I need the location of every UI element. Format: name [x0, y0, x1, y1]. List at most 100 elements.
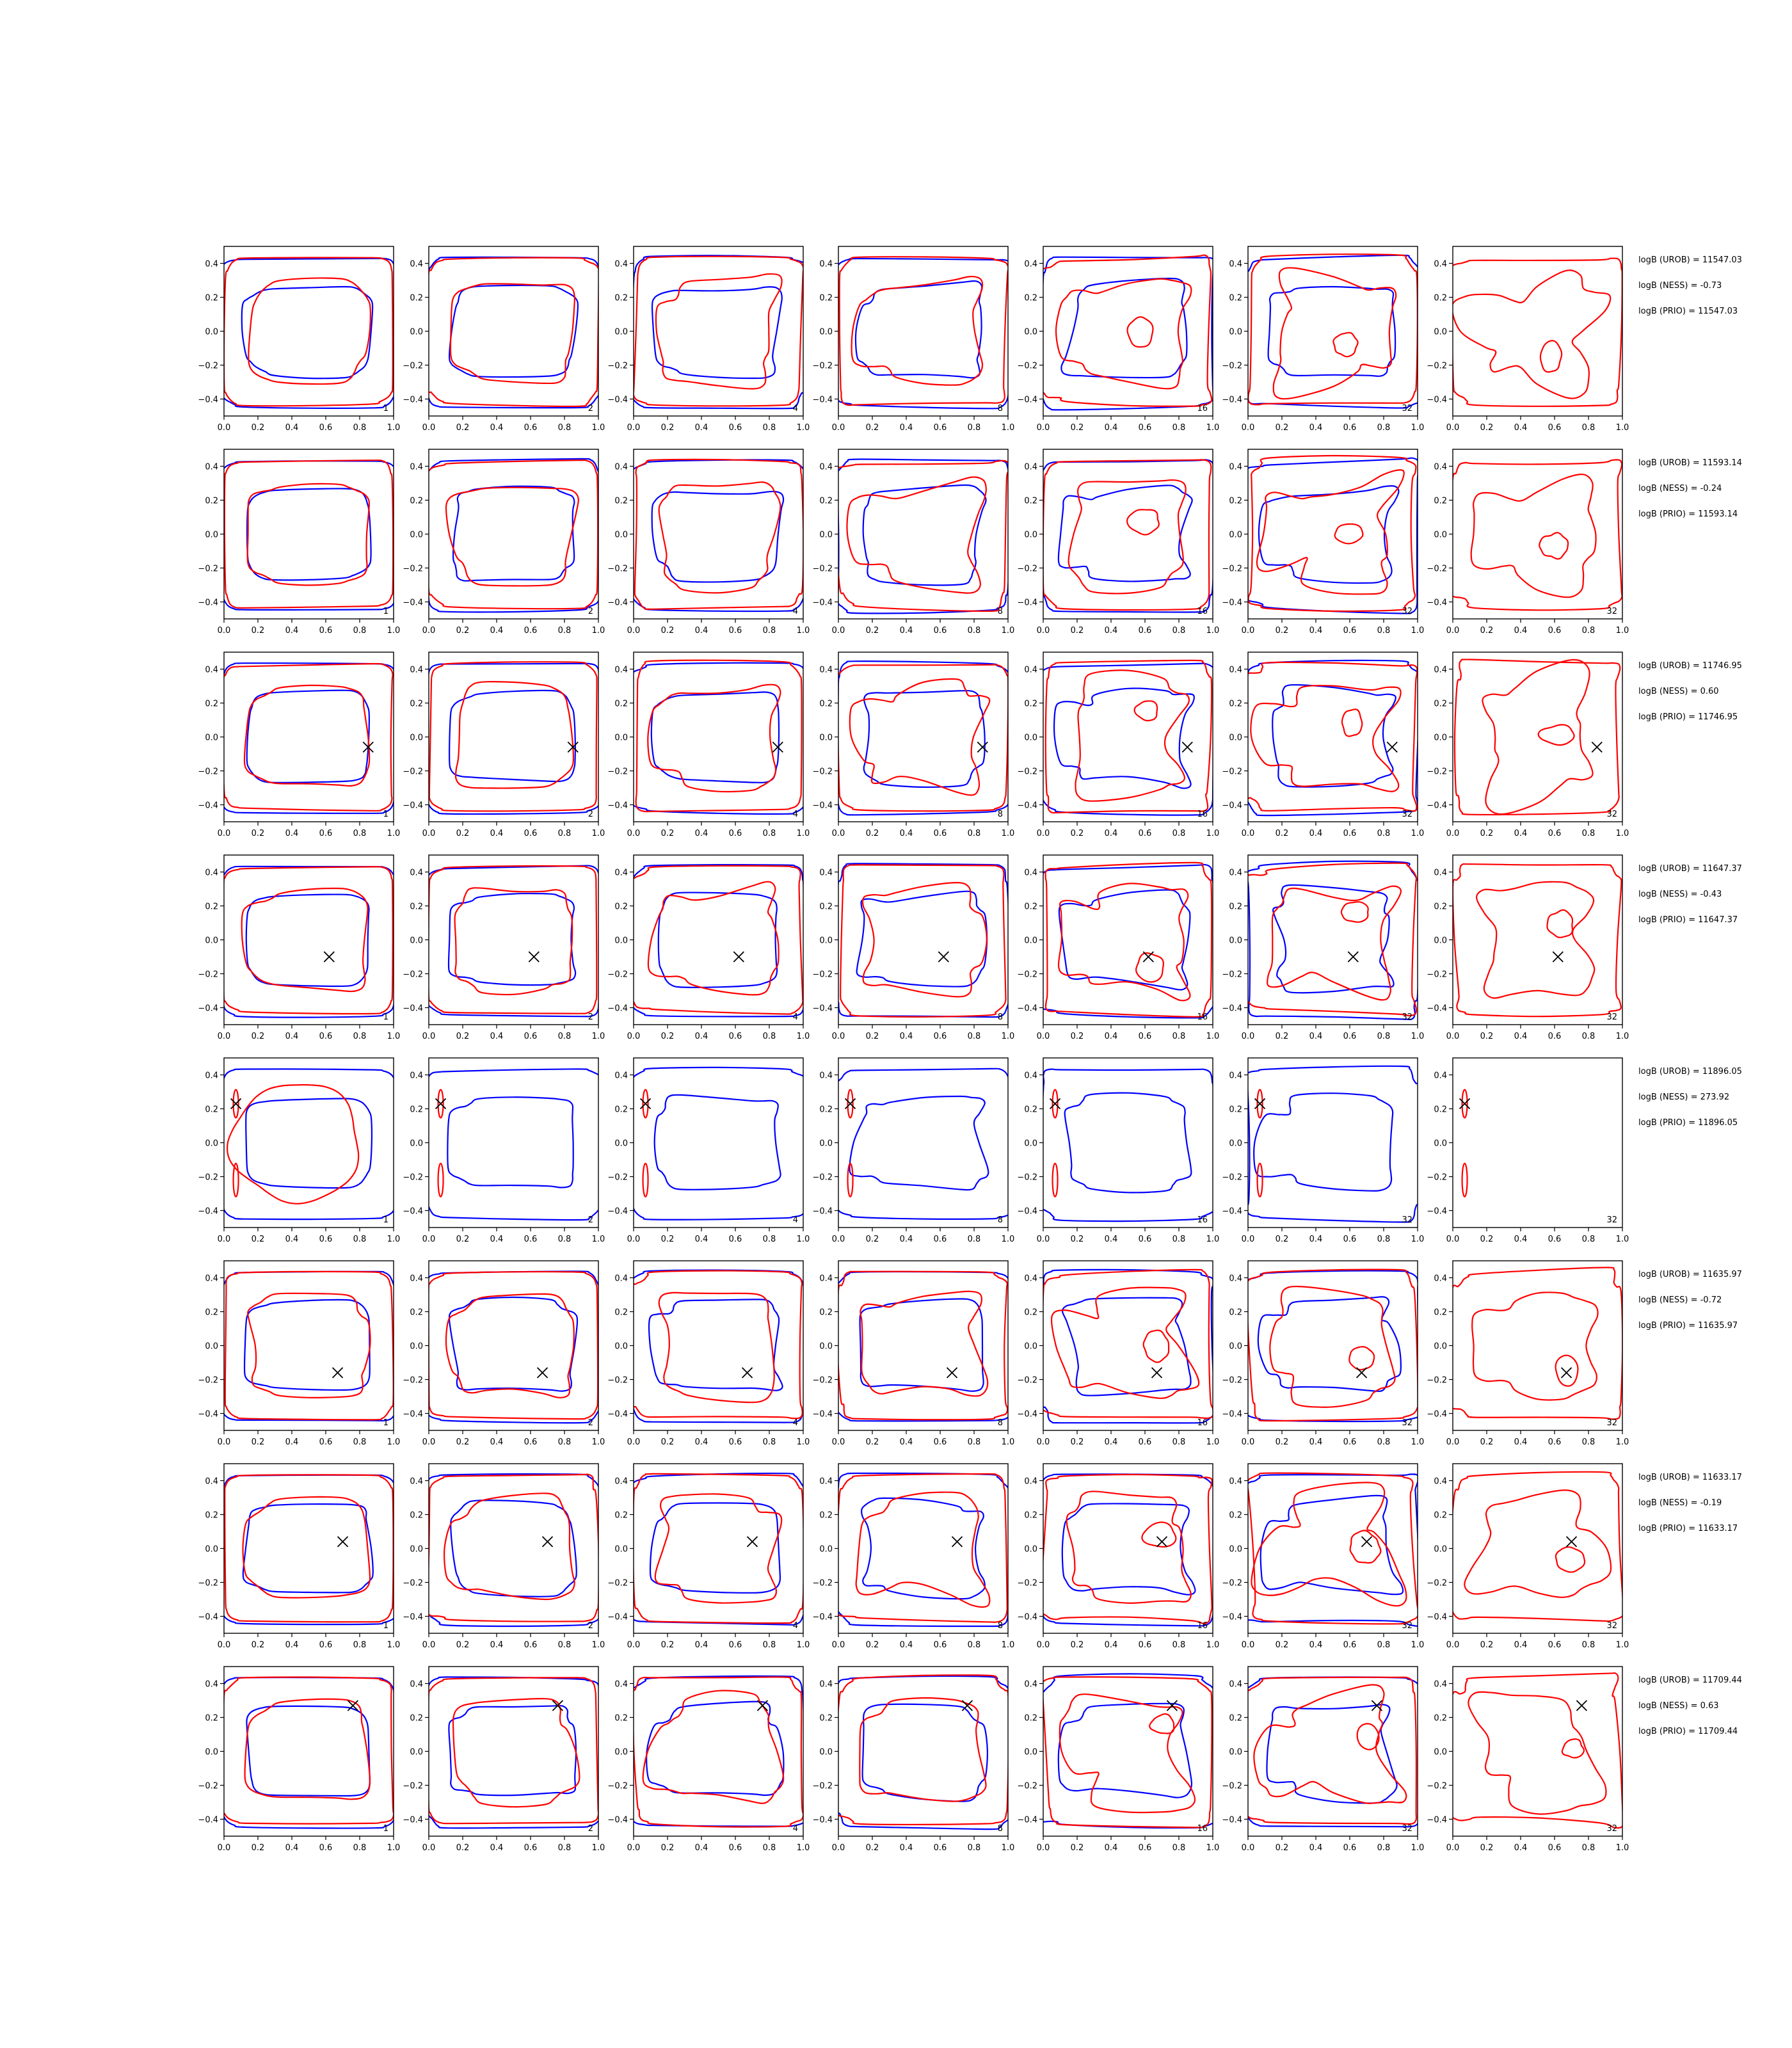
x-tick-label: 0.4: [1105, 1843, 1118, 1853]
y-tick-label: −0.4: [198, 1816, 218, 1825]
marker-x: [961, 1700, 973, 1711]
x-tick-label: 0.6: [729, 423, 742, 433]
y-tick-label: 0.0: [819, 733, 833, 743]
x-tick-label: 0.8: [968, 1843, 981, 1853]
y-tick-label: 0.2: [819, 294, 833, 303]
y-tick-label: −0.4: [1017, 801, 1037, 811]
panel-r5-c3: 0.0 0.2 0.4 0.6 0.8 1.0 0.4 0.2 0.0 −0.2 −0.4 4: [607, 1057, 810, 1244]
contour-line: [224, 866, 394, 1015]
row-annotation: logB (NESS) = -0.19: [1638, 1498, 1722, 1508]
axes-frame: [1247, 854, 1418, 1025]
axes-frame: [1247, 1463, 1418, 1634]
contour-line: [450, 1500, 577, 1597]
contour-line: [1061, 1503, 1196, 1596]
contour-lines: [1248, 253, 1418, 409]
x-tick-label: 0.6: [934, 1640, 947, 1650]
x-tick-label: 0.6: [524, 1235, 538, 1244]
x-tick-label: 0.6: [1343, 1235, 1357, 1244]
contour-line: [1043, 662, 1213, 816]
y-tick-label: 0.4: [410, 1071, 423, 1081]
contour-line: [1044, 659, 1213, 814]
x-tick-label: 0.0: [218, 423, 231, 433]
x-tick-label: 0.0: [1037, 626, 1050, 636]
x-tick-label: 0.8: [1377, 829, 1391, 838]
axes-frame: [1247, 1260, 1418, 1431]
panel-label: 2: [588, 404, 593, 413]
y-tick-label: 0.2: [410, 1308, 423, 1318]
y-tick-label: −0.4: [1017, 1613, 1037, 1622]
contour-line: [429, 865, 598, 1014]
marker-x: [1166, 1700, 1178, 1711]
y-tick-label: 0.0: [1434, 1748, 1447, 1757]
y-tick-label: −0.4: [1222, 1207, 1242, 1217]
y-tick-label: −0.2: [1222, 362, 1242, 371]
y-tick-label: −0.4: [198, 1410, 218, 1420]
contour-line: [1043, 1673, 1213, 1829]
x-tick-label: 0.8: [1582, 423, 1596, 433]
y-tick-label: 0.4: [819, 260, 833, 269]
x-tick-label: 0.6: [729, 1235, 742, 1244]
x-tick-label: 0.4: [490, 829, 504, 838]
y-tick-label: 0.0: [1434, 328, 1447, 337]
y-tick-label: 0.4: [614, 1071, 628, 1081]
panel-label: 4: [793, 810, 798, 819]
contour-line: [634, 459, 803, 612]
y-tick-label: −0.2: [1427, 1782, 1447, 1791]
y-tick-label: 0.4: [1434, 1071, 1447, 1081]
panel-label: 4: [793, 1418, 798, 1428]
marker-x: [362, 741, 374, 753]
panel-label: 1: [383, 1012, 388, 1022]
x-tick-label: 1.0: [1411, 1640, 1425, 1650]
contour-line: [1453, 1672, 1622, 1829]
contour-line: [634, 863, 803, 1018]
x-tick-label: 0.2: [866, 829, 879, 838]
y-tick-label: 0.0: [819, 936, 833, 946]
contour-line: [634, 865, 803, 1015]
x-tick-label: 0.4: [1309, 1437, 1323, 1447]
y-tick-label: 0.2: [1434, 294, 1447, 303]
x-tick-label: 0.0: [1242, 1437, 1255, 1447]
x-tick-label: 1.0: [592, 1843, 605, 1853]
contour-line: [452, 1697, 580, 1808]
contour-line: [429, 1676, 598, 1829]
x-tick-label: 0.6: [1548, 423, 1562, 433]
y-tick-label: 0.2: [205, 497, 218, 506]
axes-frame: [633, 1057, 804, 1228]
x-tick-label: 1.0: [387, 1640, 401, 1650]
y-tick-label: −0.2: [1427, 970, 1447, 980]
x-tick-label: 0.2: [456, 626, 470, 636]
x-tick-label: 0.0: [1037, 829, 1050, 838]
y-tick-label: −0.4: [198, 801, 218, 811]
x-tick-label: 0.4: [490, 1843, 504, 1853]
contour-line: [635, 659, 803, 813]
y-tick-label: 0.0: [614, 1342, 628, 1352]
x-tick-label: 0.0: [627, 1843, 641, 1853]
contour-line: [449, 689, 576, 783]
contour-line: [224, 1474, 394, 1623]
y-tick-label: −0.4: [1222, 1816, 1242, 1825]
contour-line: [224, 1676, 394, 1829]
panel-r7-c5: 0.0 0.2 0.4 0.6 0.8 1.0 0.4 0.2 0.0 −0.2 −0.4 16: [1017, 1463, 1219, 1650]
y-tick-label: −0.4: [607, 1613, 628, 1622]
marker-x: [1386, 741, 1398, 753]
contour-line: [1546, 909, 1574, 938]
y-tick-label: 0.4: [1229, 868, 1242, 878]
y-tick-label: −0.2: [403, 1782, 423, 1791]
axes-frame: [1043, 1463, 1213, 1634]
contour-line: [224, 460, 394, 609]
y-tick-label: 0.0: [819, 1342, 833, 1352]
axes-frame: [1452, 652, 1623, 822]
x-tick-label: 0.8: [558, 829, 572, 838]
y-tick-label: 0.4: [205, 1680, 218, 1690]
y-tick-label: 0.0: [1229, 1342, 1242, 1352]
y-tick-label: 0.4: [1024, 1071, 1037, 1081]
panel-label: 16: [1197, 1215, 1208, 1225]
x-tick-label: 0.6: [1548, 1640, 1562, 1650]
x-tick-label: 1.0: [1616, 1437, 1629, 1447]
y-tick-label: 0.4: [410, 463, 423, 472]
contour-lines: [224, 662, 394, 814]
x-tick-label: 0.0: [1446, 423, 1460, 433]
contour-lines: [1453, 659, 1621, 816]
x-tick-label: 0.4: [490, 423, 504, 433]
contour-line: [646, 1700, 785, 1796]
